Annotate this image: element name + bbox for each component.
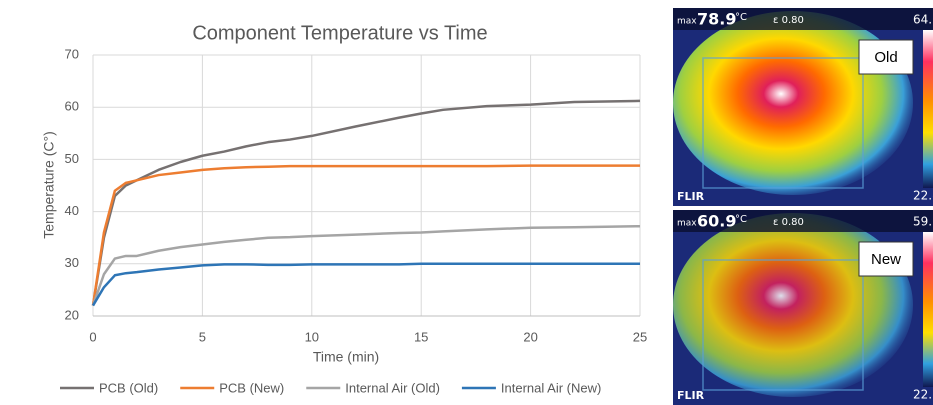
- x-tick-label: 25: [633, 329, 647, 344]
- color-scale: [923, 30, 933, 188]
- y-tick-label: 50: [65, 151, 79, 166]
- tag: Old: [874, 49, 897, 66]
- emissivity: ε 0.80: [773, 15, 804, 26]
- brand: FLIR: [677, 190, 705, 203]
- unit: °C: [735, 214, 747, 225]
- y-axis-label: Temperature (C°): [41, 131, 57, 239]
- y-tick-label: 20: [65, 307, 79, 322]
- chart-title: Component Temperature vs Time: [192, 22, 487, 44]
- scale-bottom: 22.3: [913, 388, 933, 402]
- y-tick-label: 40: [65, 203, 79, 218]
- tag: New: [871, 251, 901, 268]
- y-tick-label: 60: [65, 99, 79, 114]
- heat-blob: [673, 11, 913, 195]
- max-value: 78.9: [697, 10, 736, 29]
- heat-blob: [673, 213, 913, 397]
- x-tick-label: 20: [523, 329, 537, 344]
- x-tick-label: 5: [199, 329, 206, 344]
- emissivity: ε 0.80: [773, 217, 804, 228]
- y-tick-label: 30: [65, 255, 79, 270]
- x-tick-label: 15: [414, 329, 428, 344]
- page: Component Temperature vs Time Time (min)…: [0, 0, 933, 405]
- legend-label: PCB (New): [219, 380, 284, 395]
- chart-background: [0, 0, 660, 405]
- max-label: max: [677, 219, 697, 229]
- scale-top: 64.6: [913, 13, 933, 27]
- max-value: 60.9: [697, 212, 736, 231]
- scale-top: 59.6: [913, 215, 933, 229]
- figure: Component Temperature vs Time Time (min)…: [0, 0, 933, 405]
- y-tick-label: 70: [65, 46, 79, 61]
- unit: °C: [735, 12, 747, 23]
- brand: FLIR: [677, 389, 705, 402]
- x-tick-label: 0: [89, 329, 96, 344]
- x-axis-label: Time (min): [313, 349, 379, 365]
- legend-label: PCB (Old): [99, 380, 158, 395]
- max-label: max: [677, 17, 697, 27]
- legend-label: Internal Air (New): [501, 380, 601, 395]
- x-tick-label: 10: [305, 329, 319, 344]
- scale-bottom: 22.8: [913, 189, 933, 203]
- legend-label: Internal Air (Old): [345, 380, 440, 395]
- color-scale: [923, 232, 933, 387]
